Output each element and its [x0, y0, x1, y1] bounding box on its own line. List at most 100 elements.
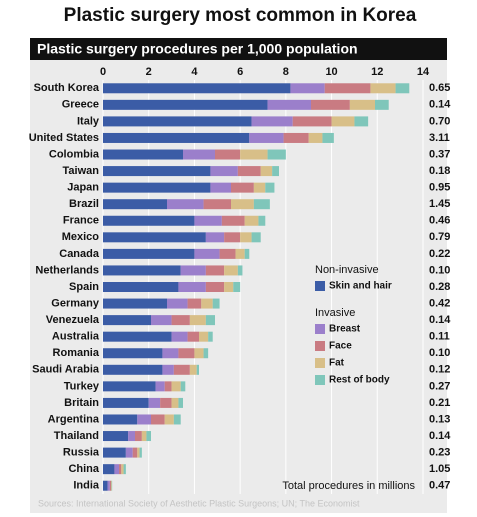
category-label: Netherlands — [35, 264, 99, 276]
bar-segment — [103, 232, 206, 243]
legend-swatch — [315, 341, 325, 351]
category-label: Brazil — [69, 198, 99, 210]
category-label: Russia — [63, 447, 100, 459]
category-label: Spain — [69, 281, 99, 293]
bar-segment — [311, 99, 350, 110]
bar-segment — [128, 431, 135, 442]
bar-segment — [354, 116, 369, 127]
category-label: France — [63, 215, 99, 227]
category-label: Argentina — [48, 413, 100, 425]
bar-segment — [251, 232, 261, 243]
chart-title: Plastic surgery most common in Korea — [64, 5, 417, 26]
bar-segment — [162, 364, 174, 375]
bar-segment — [173, 364, 190, 375]
total-label: 0.46 — [429, 215, 450, 227]
bar-segment — [103, 149, 183, 160]
total-label: 0.95 — [429, 182, 450, 194]
bar-segment — [167, 298, 188, 309]
bar-segment — [178, 397, 183, 408]
total-label: 0.27 — [429, 380, 450, 392]
bar-segment — [267, 99, 311, 110]
bar-segment — [103, 431, 129, 442]
category-label: Australia — [52, 331, 100, 343]
category-label: Thailand — [54, 430, 99, 442]
bar-segment — [164, 381, 172, 392]
total-label: 3.11 — [429, 132, 450, 144]
legend-group: Non-invasive — [315, 264, 379, 276]
bar-segment — [260, 166, 273, 177]
bar-segment — [203, 199, 231, 210]
legend-group: Invasive — [315, 307, 355, 319]
bar-segment — [237, 265, 243, 276]
bar-segment — [114, 464, 119, 475]
bar-segment — [103, 265, 181, 276]
legend-label: Skin and hair — [329, 281, 392, 292]
bar-segment — [224, 265, 238, 276]
bar-segment — [141, 431, 147, 442]
category-label: Mexico — [62, 231, 100, 243]
category-label: Colombia — [49, 148, 100, 160]
bar-segment — [103, 397, 149, 408]
bar-segment — [183, 149, 215, 160]
legend-swatch — [315, 375, 325, 385]
x-tick-label: 0 — [100, 66, 106, 78]
category-label: Japan — [67, 182, 99, 194]
category-label: Germany — [51, 297, 100, 309]
legend-label: Face — [329, 341, 352, 352]
totals-label: Total procedures in millions — [282, 480, 415, 492]
bar-segment — [103, 166, 211, 177]
category-label: China — [68, 463, 99, 475]
bar-segment — [194, 215, 222, 226]
bar-segment — [205, 265, 225, 276]
bar-segment — [103, 298, 167, 309]
total-label: 0.37 — [429, 148, 450, 160]
bar-segment — [237, 166, 261, 177]
bar-segment — [208, 331, 213, 342]
bar-segment — [212, 298, 220, 309]
bar-segment — [178, 282, 206, 292]
bar-segment — [324, 83, 371, 94]
bar-segment — [219, 248, 236, 259]
bar-segment — [135, 431, 142, 442]
bar-segment — [164, 414, 174, 425]
bar-segment — [151, 414, 165, 425]
bar-segment — [201, 298, 213, 309]
legend-label: Fat — [329, 358, 345, 369]
total-label: 0.13 — [429, 413, 450, 425]
total-label: 1.45 — [429, 198, 450, 210]
bar-segment — [103, 414, 138, 425]
bar-segment — [146, 431, 151, 442]
bar-segment — [233, 282, 241, 292]
bar-segment — [103, 99, 268, 110]
category-label: Venezuela — [46, 314, 100, 326]
bar-segment — [162, 348, 179, 359]
total-label: 0.22 — [429, 248, 450, 260]
category-label: Canada — [59, 248, 100, 260]
total-label: 0.14 — [429, 99, 451, 111]
total-label: 0.14 — [429, 314, 451, 326]
bar-segment — [210, 166, 238, 177]
bar-segment — [103, 381, 156, 392]
bar-segment — [103, 248, 195, 259]
total-label: 0.28 — [429, 281, 450, 293]
bar-segment — [148, 397, 161, 408]
bar-segment — [125, 447, 133, 458]
total-label: 0.10 — [429, 347, 450, 359]
category-label: United States — [29, 132, 99, 144]
category-label: Italy — [77, 115, 100, 127]
bar-segment — [267, 149, 286, 160]
bar-segment — [103, 447, 126, 458]
category-label: Greece — [62, 99, 99, 111]
legend-label: Rest of body — [329, 375, 390, 386]
bar-segment — [103, 215, 195, 226]
total-label: 0.18 — [429, 165, 450, 177]
bar-segment — [178, 348, 195, 359]
category-label: India — [73, 480, 100, 492]
total-label: 0.14 — [429, 430, 451, 442]
bar-segment — [173, 414, 181, 425]
bar-segment — [308, 132, 323, 143]
total-label: 0.70 — [429, 115, 450, 127]
category-label: Turkey — [64, 380, 100, 392]
total-label: 0.65 — [429, 82, 450, 94]
x-tick-label: 4 — [191, 66, 198, 78]
